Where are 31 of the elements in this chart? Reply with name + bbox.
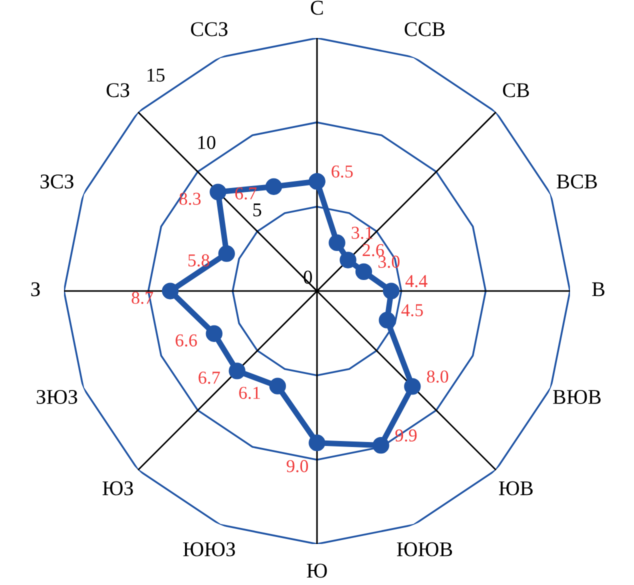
spoke-label: ЮЮЗ	[183, 542, 235, 556]
data-label: 6.7	[198, 372, 220, 384]
spoke-label: ЮЗ	[102, 481, 133, 496]
data-label: 6.1	[239, 386, 260, 400]
data-label: 2.6	[362, 244, 384, 256]
data-label: 5.8	[188, 254, 210, 267]
data-label: 3.1	[352, 226, 372, 239]
spoke-label: ЗЮЗ	[36, 390, 78, 404]
spoke-label: ВЮВ	[553, 390, 601, 404]
spoke-label: ССЗ	[191, 22, 228, 36]
data-label: 6.5	[332, 165, 353, 178]
data-label: 4.4	[405, 275, 428, 288]
data-label: 8.0	[426, 370, 448, 383]
data-label: 8.3	[179, 192, 201, 205]
spoke-label: С	[310, 0, 323, 15]
spoke-label: ЮЮВ	[396, 542, 452, 556]
spoke-label: ВСВ	[556, 174, 597, 189]
data-label: 9.0	[286, 460, 308, 472]
spoke-label: ЗСЗ	[40, 174, 74, 189]
spoke-label: З	[31, 282, 40, 296]
spoke-label: ССВ	[404, 22, 445, 36]
y-tick-label: 5	[253, 204, 262, 216]
spoke-label: Ю	[306, 564, 327, 578]
y-tick-label: 10	[198, 136, 216, 150]
spoke-label: В	[592, 282, 604, 296]
spoke-label: ЮВ	[498, 481, 533, 496]
y-tick-label: 15	[148, 68, 165, 82]
spoke-label: СЗ	[106, 83, 130, 98]
spoke-label: СВ	[503, 83, 529, 98]
data-label: 6.6	[176, 334, 197, 347]
data-label: 4.5	[401, 304, 423, 316]
